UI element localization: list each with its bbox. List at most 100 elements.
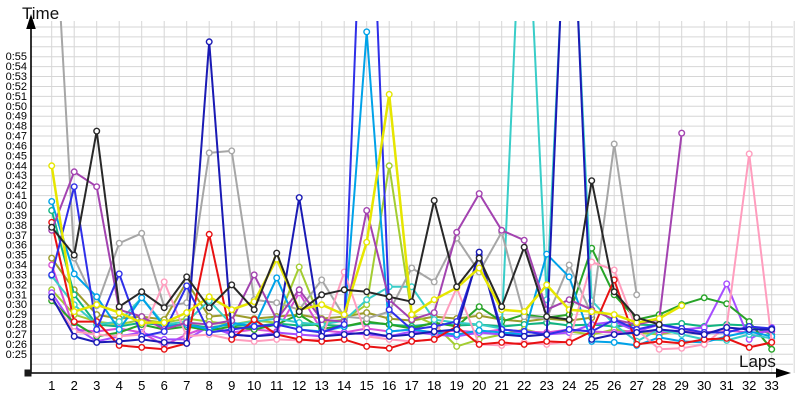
data-point-yellow xyxy=(363,238,371,246)
y-tick-label: 0:37 xyxy=(6,230,27,242)
y-tick-label: 0:30 xyxy=(6,299,27,311)
data-point-olive xyxy=(475,312,483,320)
data-point-navy xyxy=(160,338,168,346)
data-point-red xyxy=(655,337,663,345)
y-tick-label: 0:53 xyxy=(6,71,27,83)
x-tick-label: 11 xyxy=(270,378,284,393)
data-point-navy xyxy=(70,332,78,340)
data-point-navy xyxy=(340,331,348,339)
data-point-navy xyxy=(295,194,303,202)
x-tick-label: 16 xyxy=(382,378,396,393)
data-point-deepsky xyxy=(70,270,78,278)
y-tick-label: 0:32 xyxy=(6,279,27,291)
x-tick-label: 6 xyxy=(161,378,168,393)
data-point-black xyxy=(655,321,663,329)
data-point-black xyxy=(363,288,371,296)
data-point-black xyxy=(318,291,326,299)
data-point-blue xyxy=(565,326,573,334)
data-point-deepsky xyxy=(138,294,146,302)
y-tick-label: 0:52 xyxy=(6,81,27,93)
x-tick-label: 18 xyxy=(427,378,441,393)
x-tick-label: 27 xyxy=(629,378,643,393)
y-tick-label: 0:36 xyxy=(6,240,27,252)
y-tick-label: 0:28 xyxy=(6,319,27,331)
data-point-purple xyxy=(93,183,101,191)
data-point-black xyxy=(498,303,506,311)
y-tick-label: 0:35 xyxy=(6,250,27,262)
data-point-red xyxy=(385,344,393,352)
data-point-yellow xyxy=(655,315,663,323)
data-point-black xyxy=(520,243,528,251)
data-point-navy xyxy=(498,331,506,339)
x-axis-title: Laps xyxy=(739,352,776,371)
y-tick-label: 0:27 xyxy=(6,329,27,341)
data-point-red xyxy=(363,342,371,350)
data-point-black xyxy=(408,298,416,306)
x-tick-label: 31 xyxy=(719,378,733,393)
data-point-blue xyxy=(93,326,101,334)
data-point-red xyxy=(295,335,303,343)
data-point-gray xyxy=(115,239,123,247)
data-point-gray xyxy=(565,261,573,269)
data-point-red xyxy=(250,316,258,324)
data-point-navy xyxy=(363,329,371,337)
y-tick-label: 0:39 xyxy=(6,210,27,222)
axes xyxy=(24,14,791,378)
y-tick-label: 0:55 xyxy=(6,51,27,63)
data-point-deepsky xyxy=(610,338,618,346)
data-point-navy xyxy=(475,248,483,256)
data-point-black xyxy=(610,288,618,296)
data-point-black xyxy=(543,313,551,321)
x-tick-label: 7 xyxy=(183,378,190,393)
series-navy xyxy=(48,21,776,347)
data-point-yellow xyxy=(520,308,528,316)
data-point-black xyxy=(160,304,168,312)
x-tick-label: 23 xyxy=(539,378,553,393)
data-point-gray xyxy=(228,147,236,155)
data-point-green xyxy=(700,294,708,302)
data-point-red xyxy=(678,339,686,347)
x-tick-label: 33 xyxy=(764,378,778,393)
data-point-turquoise xyxy=(475,321,483,329)
data-point-purple xyxy=(453,228,461,236)
data-point-navy xyxy=(93,338,101,346)
data-point-purple xyxy=(475,190,483,198)
data-point-red xyxy=(565,338,573,346)
data-point-yellow xyxy=(115,309,123,317)
data-point-black xyxy=(295,308,303,316)
data-point-gray xyxy=(138,229,146,237)
data-point-black xyxy=(340,286,348,294)
data-point-green xyxy=(768,345,776,353)
data-point-black xyxy=(138,288,146,296)
x-tick-label: 8 xyxy=(206,378,213,393)
data-point-navy xyxy=(430,328,438,336)
data-point-deepsky xyxy=(273,274,281,282)
data-point-turquoise xyxy=(363,296,371,304)
data-point-yellow xyxy=(228,306,236,314)
x-tick-label: 20 xyxy=(472,378,486,393)
data-point-red xyxy=(633,340,641,348)
data-point-blue xyxy=(160,328,168,336)
y-tick-label: 0:31 xyxy=(6,289,27,301)
data-point-navy xyxy=(745,326,753,334)
data-point-black xyxy=(565,316,573,324)
data-point-gray xyxy=(318,276,326,284)
x-tick-label: 19 xyxy=(449,378,463,393)
y-tick-label: 0:34 xyxy=(6,260,27,272)
data-point-purple xyxy=(678,129,686,137)
data-point-blue xyxy=(115,270,123,278)
data-point-blue xyxy=(385,306,393,314)
data-point-turquoise xyxy=(430,316,438,324)
data-point-navy xyxy=(250,332,258,340)
data-point-violet xyxy=(723,280,731,288)
data-point-red xyxy=(138,343,146,351)
data-point-navy xyxy=(138,335,146,343)
y-tick-label: 0:26 xyxy=(6,339,27,351)
x-tick-label: 3 xyxy=(93,378,100,393)
x-tick-label: 1 xyxy=(48,378,55,393)
data-point-navy xyxy=(768,326,776,334)
x-tick-label: 17 xyxy=(404,378,418,393)
data-point-yellowgreen xyxy=(295,263,303,271)
data-point-red xyxy=(70,318,78,326)
data-point-deepsky xyxy=(475,327,483,335)
